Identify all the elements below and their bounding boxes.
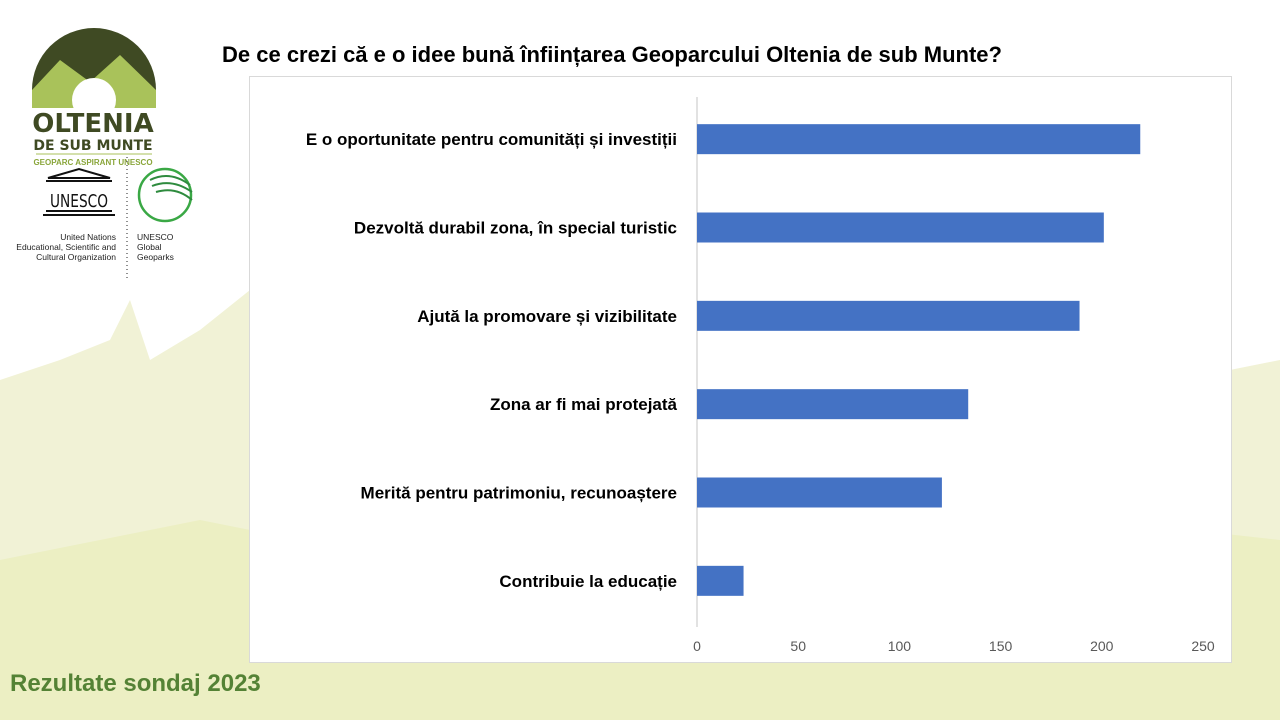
bar [697,477,942,508]
slide-footer: Rezultate sondaj 2023 [10,670,261,697]
unesco-caption-2: Educational, Scientific and [16,242,116,252]
bar [697,565,744,596]
category-label: Merită pentru patrimoniu, recunoaștere [361,484,677,503]
unesco-temple-icon: UNESCO [43,167,115,216]
category-label: Dezvoltă durabil zona, în special turist… [354,219,677,238]
unesco-word: UNESCO [50,191,108,212]
x-tick-label: 0 [693,638,701,654]
slide-title: De ce crezi că e o idee bună înființarea… [222,42,1002,67]
x-tick-label: 50 [790,638,806,654]
logo-name-line1: OLTENIA [32,109,153,139]
oltenia-logo: OLTENIA DE SUB MUNTE GEOPARC ASPIRANT UN… [0,20,210,292]
unesco-caption-1: United Nations [60,232,116,242]
bar-chart: E o oportunitate pentru comunități și in… [306,97,1215,654]
x-tick-label: 250 [1191,638,1215,654]
unesco-caption-3: Cultural Organization [36,252,116,262]
logo-subtitle: GEOPARC ASPIRANT UNESCO [33,158,152,167]
x-tick-label: 150 [989,638,1013,654]
bar [697,212,1104,243]
bar [697,389,969,420]
geoparks-caption-1: UNESCO [137,232,174,242]
x-tick-label: 200 [1090,638,1114,654]
chart-area: E o oportunitate pentru comunități și in… [249,76,1232,663]
geoparks-caption-3: Geoparks [137,252,174,262]
category-label: Contribuie la educație [499,572,677,591]
category-label: Ajută la promovare și vizibilitate [417,307,677,326]
geoparks-caption-2: Global [137,242,162,252]
category-label: Zona ar fi mai protejată [490,395,678,414]
category-label: E o oportunitate pentru comunități și in… [306,130,677,149]
bar [697,124,1141,155]
bar [697,300,1080,331]
x-tick-label: 100 [888,638,912,654]
geoparks-icon [137,167,193,223]
logo-name-line2: DE SUB MUNTE [33,138,152,154]
